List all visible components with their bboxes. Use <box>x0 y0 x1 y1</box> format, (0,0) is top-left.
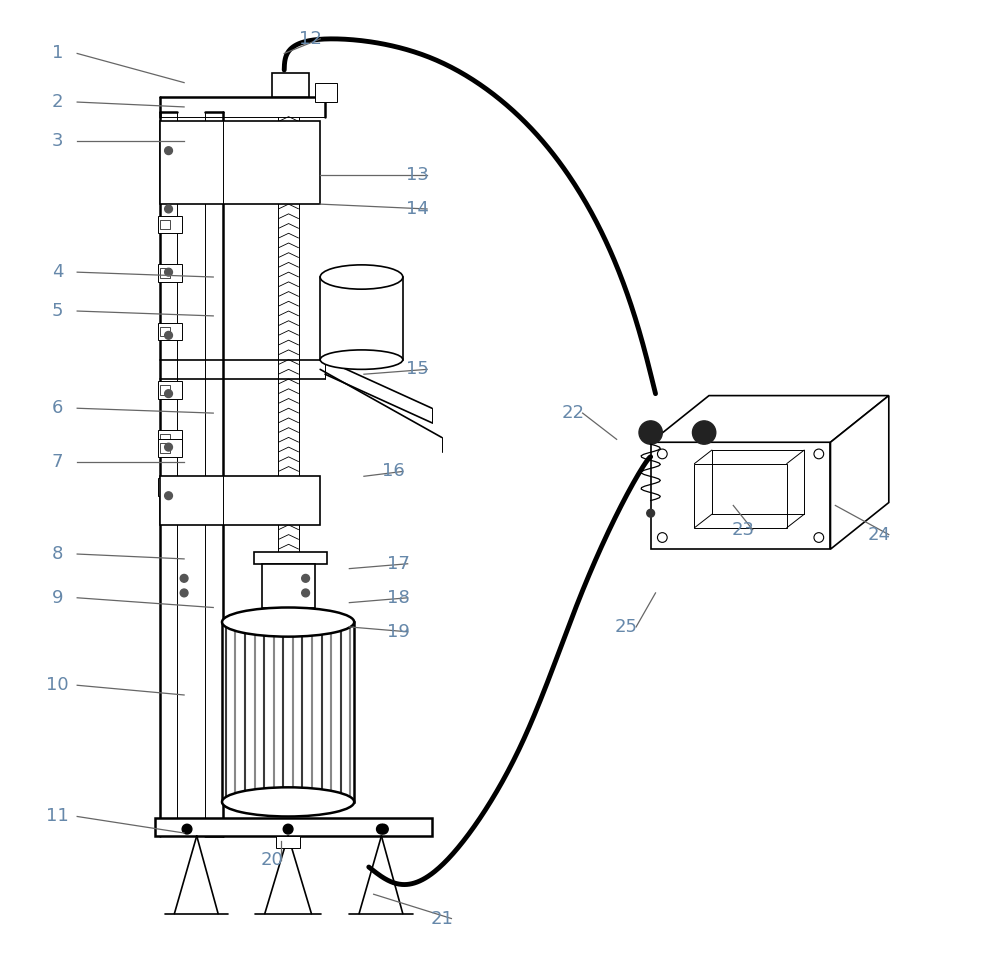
Bar <box>160 482 170 492</box>
Text: 6: 6 <box>52 399 63 417</box>
Ellipse shape <box>222 787 354 816</box>
Circle shape <box>165 443 172 451</box>
Bar <box>315 83 337 102</box>
Text: 9: 9 <box>52 589 63 607</box>
Circle shape <box>639 421 662 444</box>
Polygon shape <box>651 396 889 442</box>
Circle shape <box>180 574 188 582</box>
Bar <box>160 268 170 278</box>
Bar <box>651 442 830 549</box>
Bar <box>160 443 170 453</box>
Text: 8: 8 <box>52 545 63 563</box>
Text: 22: 22 <box>561 404 584 422</box>
Text: 3: 3 <box>52 132 63 150</box>
Text: 12: 12 <box>299 30 322 48</box>
Text: 24: 24 <box>868 526 891 543</box>
Bar <box>158 264 182 282</box>
Bar <box>155 818 432 836</box>
Text: 17: 17 <box>387 555 409 573</box>
Ellipse shape <box>222 608 354 637</box>
Circle shape <box>165 492 172 500</box>
Bar <box>160 476 320 525</box>
Text: 5: 5 <box>52 302 63 320</box>
Polygon shape <box>830 396 889 549</box>
Circle shape <box>647 509 655 517</box>
Circle shape <box>692 421 716 444</box>
Bar <box>276 836 300 848</box>
Circle shape <box>165 147 172 155</box>
Bar <box>272 73 309 97</box>
Text: 20: 20 <box>260 851 283 869</box>
Bar <box>320 277 403 360</box>
Text: 13: 13 <box>406 166 429 184</box>
Text: 7: 7 <box>52 453 63 470</box>
Circle shape <box>165 268 172 276</box>
Bar <box>160 327 170 336</box>
Circle shape <box>165 390 172 398</box>
Text: 18: 18 <box>387 589 409 607</box>
Text: 1: 1 <box>52 45 63 62</box>
Text: 19: 19 <box>387 623 409 641</box>
Bar <box>160 122 320 204</box>
Circle shape <box>180 589 188 597</box>
Bar <box>158 439 182 457</box>
Text: 15: 15 <box>406 361 429 378</box>
Text: 14: 14 <box>406 200 429 218</box>
Text: 11: 11 <box>46 808 69 825</box>
Ellipse shape <box>320 265 403 290</box>
Bar <box>160 385 170 395</box>
Bar <box>158 323 182 340</box>
Bar <box>160 434 170 443</box>
Bar <box>158 216 182 233</box>
Circle shape <box>377 824 386 834</box>
Circle shape <box>378 824 388 834</box>
Text: 4: 4 <box>52 263 63 281</box>
Circle shape <box>302 589 309 597</box>
Bar <box>694 464 787 528</box>
Circle shape <box>182 824 192 834</box>
Circle shape <box>165 205 172 213</box>
Text: 16: 16 <box>382 463 404 480</box>
Text: 25: 25 <box>615 618 638 636</box>
Bar <box>222 622 354 802</box>
Bar <box>158 430 182 447</box>
Text: 10: 10 <box>46 677 69 694</box>
Ellipse shape <box>320 350 403 369</box>
Bar <box>262 564 315 608</box>
Bar <box>160 220 170 229</box>
Circle shape <box>302 574 309 582</box>
Bar <box>158 381 182 399</box>
Bar <box>254 552 327 564</box>
Text: 23: 23 <box>732 521 755 538</box>
Text: 21: 21 <box>430 910 453 927</box>
Bar <box>158 478 182 496</box>
Circle shape <box>283 824 293 834</box>
Text: 2: 2 <box>52 93 63 111</box>
Circle shape <box>165 331 172 339</box>
